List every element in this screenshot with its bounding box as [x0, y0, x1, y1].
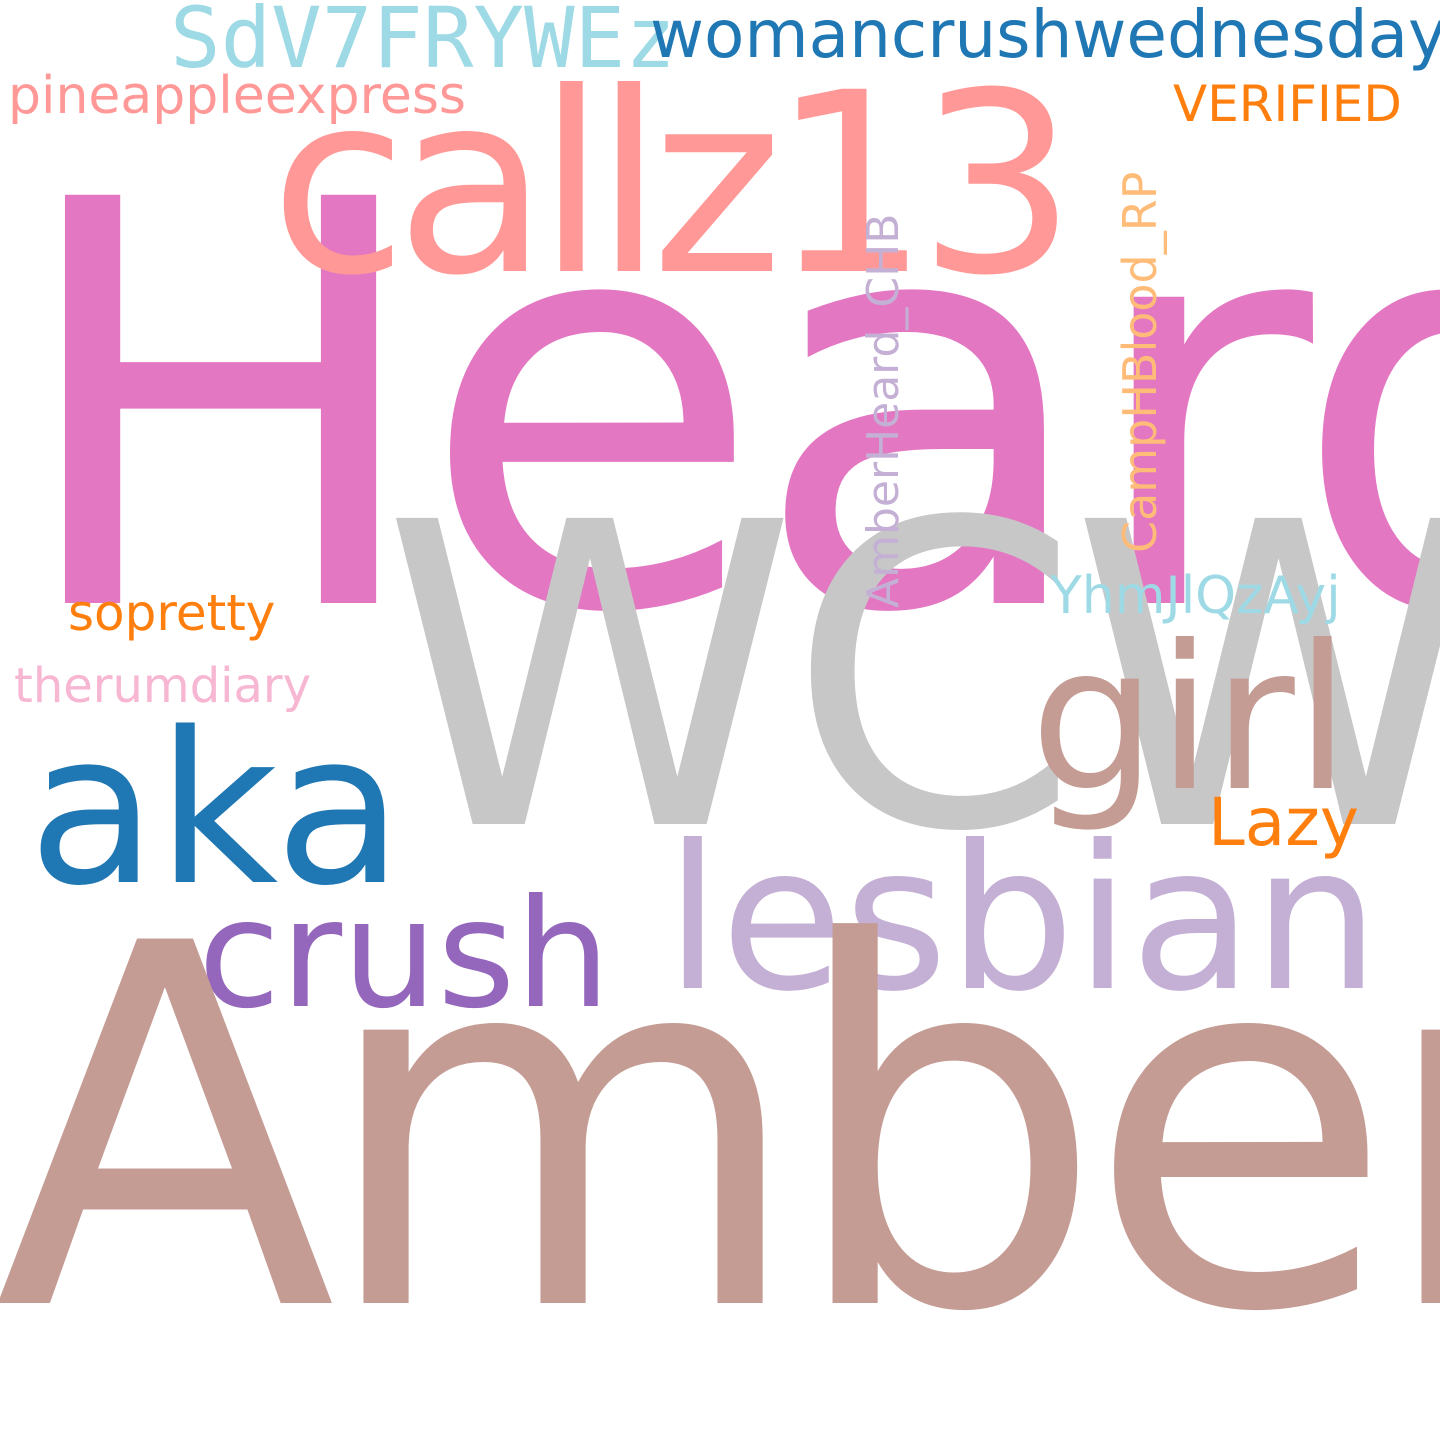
word-lesbian: lesbian	[665, 803, 1380, 1036]
word-aka: aka	[28, 687, 404, 932]
word-sopretty: sopretty	[68, 584, 276, 642]
word-camphblood-rp: CampHBlood_RP	[1113, 171, 1167, 553]
word-therumdiary: therumdiary	[14, 658, 312, 714]
word-amberheard-chb: AmberHeard_CHB	[858, 213, 909, 608]
word-wcw: WCW	[382, 435, 1440, 924]
word-yhmjlqzayj: YhmJlQzAyj	[1050, 566, 1341, 626]
word-heard: Heard	[10, 84, 1440, 736]
word-lazy: Lazy	[1208, 784, 1359, 861]
word-crush: crush	[198, 868, 611, 1042]
word-callz13: callz13	[270, 39, 1077, 330]
word-sdv7frywez: SdV7FRYWEz	[170, 0, 676, 87]
word-amber: Amber	[0, 839, 1440, 1421]
word-pineappleexpress: pineappleexpress	[8, 66, 466, 126]
word-womancrushwednesday: womancrushwednesday	[650, 0, 1440, 73]
word-verified: VERIFIED	[1173, 75, 1402, 133]
word-girl: girl	[1030, 603, 1351, 836]
